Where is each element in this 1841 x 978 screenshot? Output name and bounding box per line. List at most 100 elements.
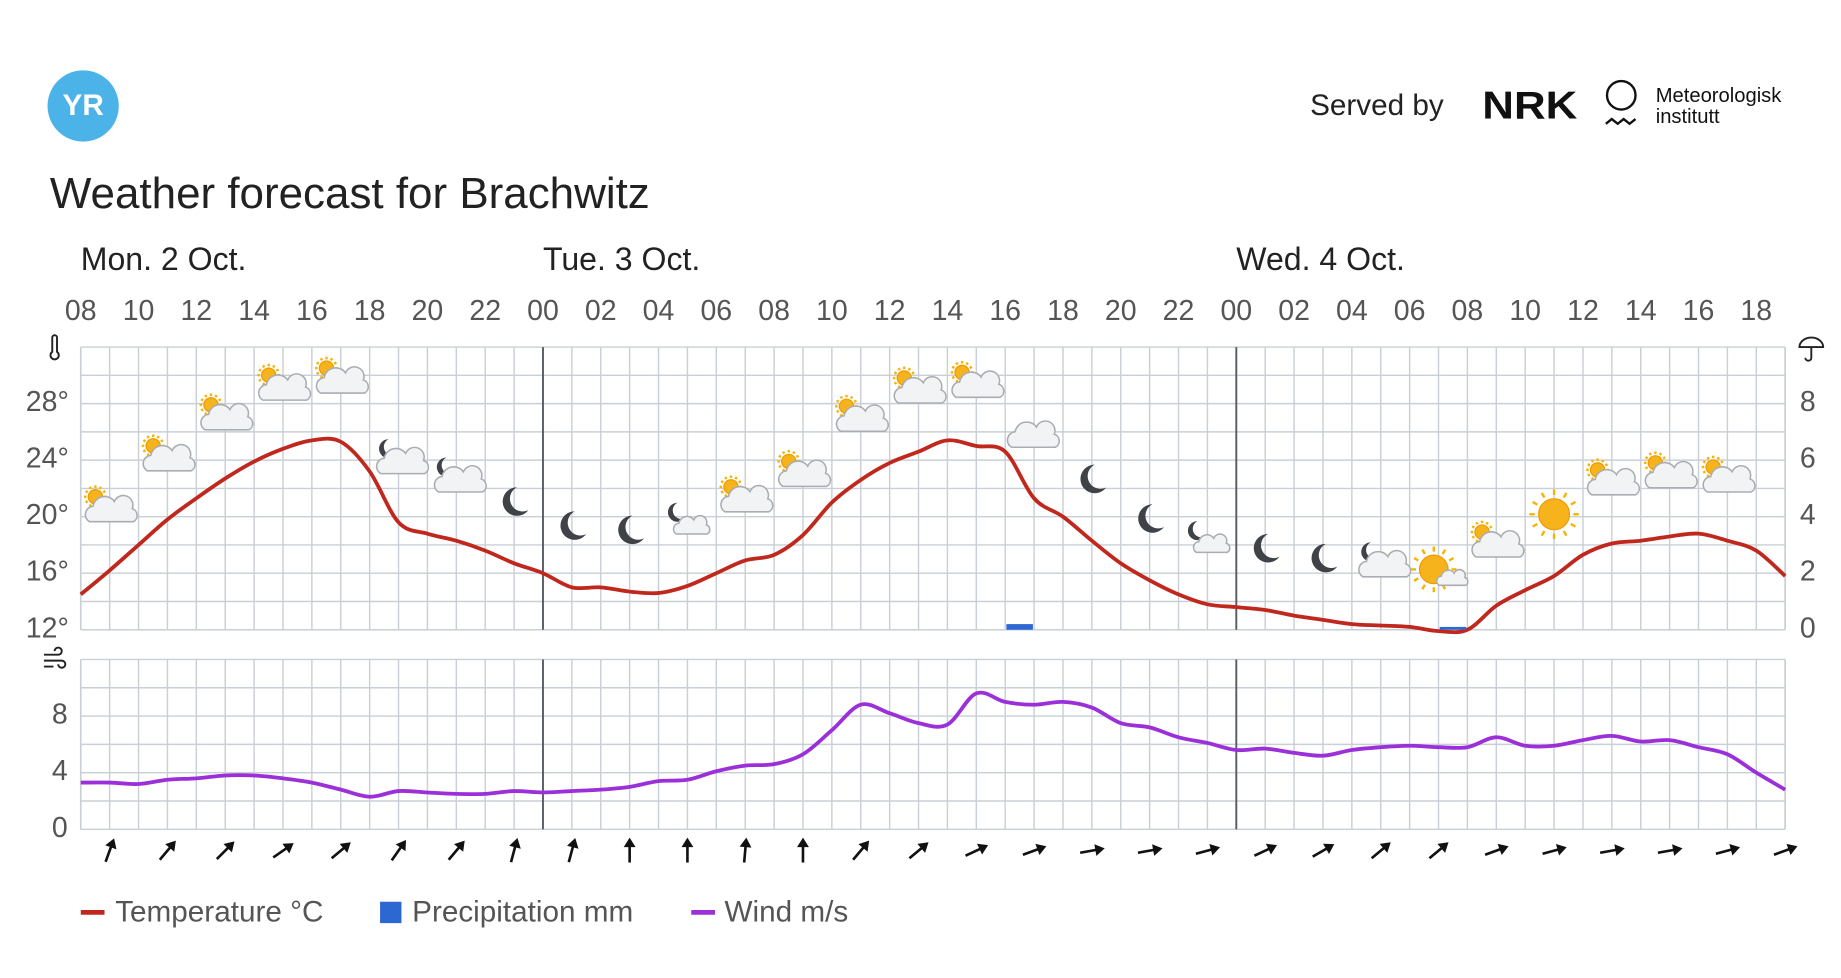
cloud (1471, 530, 1525, 558)
wind-arrow (158, 840, 176, 861)
x-tick-label: 00 (527, 295, 559, 327)
weather-icon (1253, 533, 1280, 563)
wind-arrow (797, 837, 809, 863)
wind-arrow-shaft (1599, 848, 1618, 855)
cloud (1358, 549, 1412, 578)
x-tick-label: 22 (1163, 295, 1195, 327)
sun-ray (1532, 522, 1538, 528)
x-tick-label: 08 (1452, 295, 1484, 327)
moon (667, 502, 686, 522)
sun-ray (1587, 473, 1591, 477)
sun-ray (142, 449, 147, 453)
sun-ray (333, 361, 337, 365)
wind-arrow-head (509, 838, 521, 849)
weather-icon (1187, 521, 1231, 554)
wind-arrow-shaft (742, 844, 748, 863)
wind-arrow-shaft (964, 846, 983, 857)
wind-arrow (215, 841, 235, 860)
sun-ray (258, 378, 262, 382)
met-logo (1605, 79, 1637, 111)
wind-arrow-head (1786, 843, 1798, 856)
wind-arrow (1253, 843, 1278, 857)
sun-ray (1448, 556, 1455, 562)
sun-ray (724, 476, 728, 480)
sun-ray (1413, 577, 1419, 582)
wind-arrow-head (1323, 843, 1335, 855)
weather-icon (83, 485, 138, 523)
sun-ray (204, 394, 208, 398)
sun-ray (720, 480, 724, 484)
x-tick-label: 18 (1047, 295, 1079, 327)
wind-arrow-shaft (1022, 847, 1041, 856)
moon (1080, 464, 1107, 494)
sun-ray (951, 375, 955, 380)
wind-arrow-shaft (1773, 847, 1792, 856)
wind-arrow-shaft (908, 845, 924, 860)
met-logo-wave (1605, 117, 1637, 126)
cloud (1702, 465, 1756, 493)
wind-arrow-shaft (1195, 847, 1214, 856)
weather-icon (618, 515, 644, 545)
moon (560, 511, 587, 540)
cloud (720, 484, 774, 513)
moon (502, 487, 529, 516)
sun-ray (1716, 456, 1720, 460)
weather-icon (1080, 464, 1107, 494)
y2-tick-label: 6 (1800, 443, 1816, 475)
day-label: Tue. 3 Oct. (543, 241, 700, 277)
sun-ray (156, 435, 160, 439)
sun-ray (316, 371, 320, 375)
weather-icon (1586, 458, 1641, 496)
served-by: Served by (1310, 89, 1444, 122)
sun-ray (1644, 466, 1649, 470)
wind-arrow-shaft (1484, 847, 1503, 856)
weather-icon (1311, 543, 1338, 573)
sun-ray (1601, 459, 1605, 463)
wind-arrow (739, 837, 752, 863)
wind-arrow-head (105, 838, 117, 850)
temperature-line (79, 436, 1787, 635)
y2-tick-label: 8 (1800, 386, 1816, 418)
weather-icon (560, 511, 587, 540)
sun-ray (1540, 492, 1546, 499)
sun-ray (781, 450, 786, 455)
wind-arrow-head (1209, 844, 1221, 856)
weather-icon (1643, 451, 1698, 489)
legend-label: Precipitation mm (412, 895, 633, 928)
x-tick-label: 04 (1336, 295, 1368, 327)
weather-icon (777, 450, 832, 488)
moon (379, 439, 397, 459)
wind-arrow-head (858, 840, 870, 852)
x-tick-label: 08 (758, 295, 790, 327)
x-tick-label: 04 (643, 295, 675, 327)
x-tick-label: 06 (1394, 295, 1426, 327)
wind-arrow-shaft (1312, 846, 1329, 858)
sun-ray (98, 486, 103, 490)
cloud (84, 494, 138, 523)
weather-icon (375, 439, 430, 475)
sun-ray (839, 395, 844, 400)
wind-arrow-head (339, 842, 351, 853)
x-tick-label: 00 (1220, 295, 1252, 327)
y-tick-label: 4 (52, 755, 68, 787)
y-tick-label: 16° (26, 556, 69, 588)
wind-arrow-head (1437, 842, 1449, 853)
wind-arrow (964, 843, 989, 857)
x-tick-label: 18 (354, 295, 386, 327)
nrk-logo: NRK (1482, 85, 1577, 128)
wind-arrow (567, 838, 579, 863)
cloud (1586, 467, 1641, 496)
sun-ray (88, 486, 92, 490)
x-tick-label: 10 (123, 295, 155, 327)
cloud (200, 402, 254, 431)
cloud (672, 514, 711, 535)
wind-arrow-head (1672, 844, 1683, 856)
sun-ray (84, 490, 89, 494)
moon (618, 515, 644, 545)
moon (1253, 533, 1280, 563)
weather-icon (667, 502, 711, 535)
moon (1187, 521, 1206, 541)
sun-ray (734, 476, 738, 480)
cloud (893, 376, 947, 404)
